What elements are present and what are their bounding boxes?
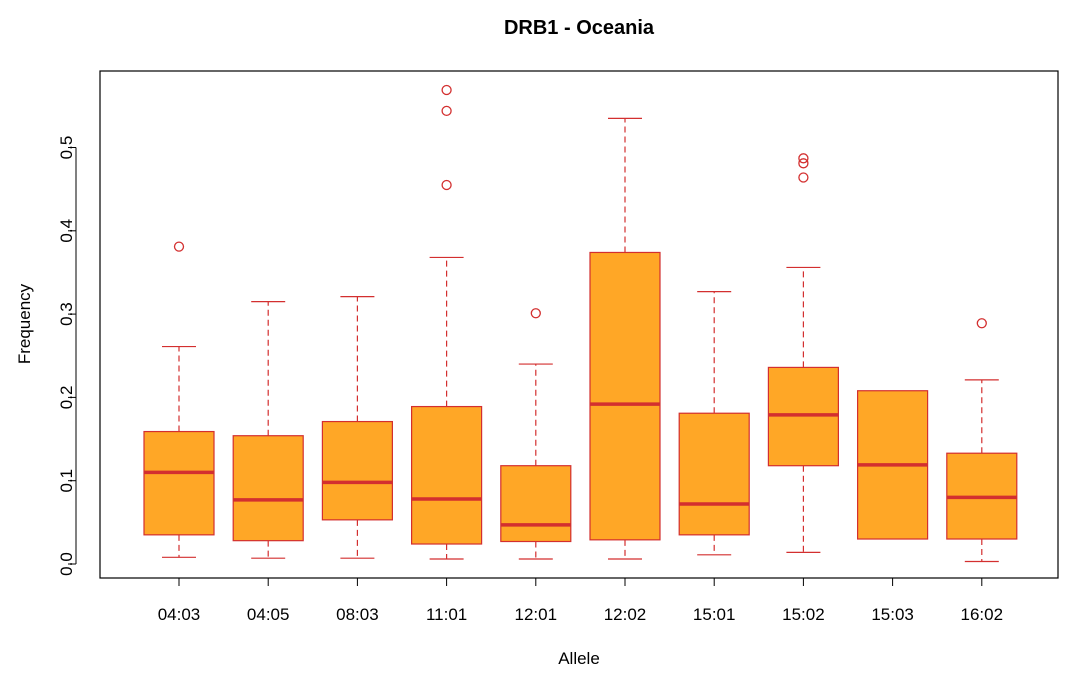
box-04:05 — [232, 301, 304, 559]
x-tick-label: 08:03 — [336, 605, 379, 624]
box-group — [143, 84, 1018, 563]
x-tick-label: 12:02 — [604, 605, 647, 624]
chart-title: DRB1 - Oceania — [504, 17, 655, 39]
box-12:01 — [500, 308, 572, 560]
outlier-point — [798, 158, 809, 169]
x-tick-label: 15:01 — [693, 605, 736, 624]
box-body — [500, 465, 572, 543]
outlier-point — [798, 172, 809, 183]
box-16:02 — [946, 318, 1018, 563]
x-tick-label: 15:02 — [782, 605, 825, 624]
box-body — [589, 251, 661, 541]
x-tick-label: 12:01 — [515, 605, 558, 624]
box-15:03 — [856, 390, 929, 540]
outlier-point — [976, 318, 987, 329]
outlier-point — [441, 105, 452, 116]
x-axis-label: Allele — [558, 649, 600, 668]
outlier-point — [798, 153, 809, 164]
y-tick-label: 0.2 — [57, 386, 76, 410]
outlier-point — [173, 241, 185, 252]
box-body — [678, 412, 750, 536]
x-tick-label: 11:01 — [426, 605, 467, 624]
outlier-point — [530, 308, 541, 319]
y-axis: 0.0 0.1 0.2 0.3 0.4 0.5 — [57, 136, 77, 576]
y-tick-label: 0.0 — [57, 552, 76, 576]
box-08:03 — [321, 296, 393, 559]
box-11:01 — [411, 84, 483, 560]
box-04:03 — [143, 241, 215, 558]
x-axis: 04:03 04:05 08:03 11:01 12:01 12:02 15:01 15:02… — [158, 577, 1004, 624]
box-body — [232, 435, 304, 542]
box-15:02 — [767, 153, 840, 553]
y-tick-label: 0.3 — [57, 302, 76, 326]
box-body — [321, 420, 393, 521]
x-tick-label: 16:02 — [961, 605, 1004, 624]
y-tick-label: 0.5 — [57, 136, 76, 160]
x-tick-label: 04:03 — [158, 605, 201, 624]
box-15:01 — [678, 291, 750, 556]
outlier-point — [441, 179, 452, 191]
x-tick-label: 15:03 — [871, 605, 914, 624]
box-body — [143, 430, 215, 536]
outlier-point — [441, 84, 452, 96]
y-axis-label: Frequency — [15, 283, 34, 364]
x-tick-label: 04:05 — [247, 605, 290, 624]
box-12:02 — [589, 117, 661, 560]
y-tick-label: 0.4 — [57, 219, 76, 243]
box-body — [411, 405, 483, 545]
y-tick-label: 0.1 — [57, 469, 76, 493]
